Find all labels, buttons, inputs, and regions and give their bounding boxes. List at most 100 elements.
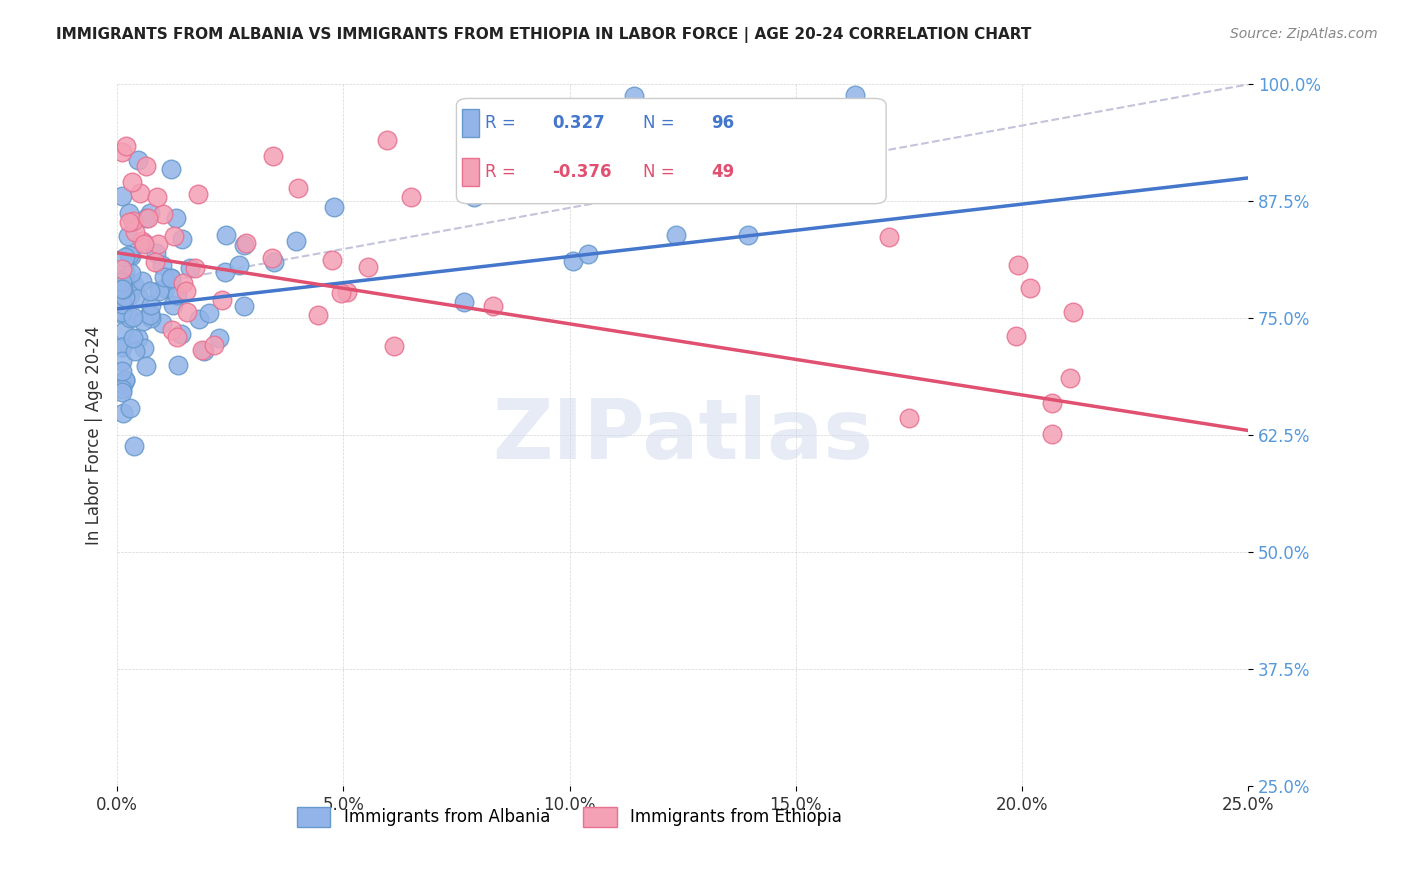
Immigrants from Albania	[166, 288, 188, 302]
Immigrants from Albania	[139, 306, 162, 320]
Immigrants from Albania	[111, 296, 134, 310]
Immigrants from Albania	[208, 331, 231, 345]
Immigrants from Albania	[122, 330, 145, 344]
Immigrants from Albania	[233, 299, 256, 313]
Immigrants from Ethiopia	[336, 285, 359, 300]
Immigrants from Ethiopia	[174, 284, 197, 298]
Immigrants from Albania	[576, 247, 599, 261]
Text: R =: R =	[485, 114, 520, 132]
Immigrants from Albania	[111, 376, 134, 391]
Y-axis label: In Labor Force | Age 20-24: In Labor Force | Age 20-24	[86, 326, 103, 545]
Immigrants from Albania	[165, 211, 187, 225]
Text: -0.376: -0.376	[553, 163, 612, 181]
Immigrants from Albania	[623, 89, 645, 103]
Immigrants from Albania	[122, 310, 145, 325]
Immigrants from Albania	[139, 298, 162, 312]
Text: ZIPatlas: ZIPatlas	[492, 394, 873, 475]
Immigrants from Albania	[187, 311, 209, 326]
Immigrants from Albania	[114, 324, 136, 338]
Immigrants from Ethiopia	[187, 186, 209, 201]
Immigrants from Ethiopia	[877, 230, 900, 244]
Text: 0.327: 0.327	[553, 114, 606, 132]
Immigrants from Albania	[135, 211, 157, 226]
Immigrants from Albania	[122, 277, 145, 292]
Immigrants from Albania	[118, 277, 141, 291]
Immigrants from Ethiopia	[114, 139, 136, 153]
Immigrants from Albania	[170, 327, 193, 342]
Immigrants from Ethiopia	[124, 225, 146, 239]
Immigrants from Albania	[138, 309, 160, 323]
Immigrants from Ethiopia	[262, 149, 284, 163]
Immigrants from Ethiopia	[111, 262, 134, 277]
Immigrants from Albania	[114, 373, 136, 387]
Immigrants from Albania	[765, 182, 787, 196]
Immigrants from Albania	[737, 228, 759, 243]
Immigrants from Albania	[827, 140, 849, 154]
Immigrants from Ethiopia	[235, 235, 257, 250]
Immigrants from Ethiopia	[262, 251, 284, 265]
Immigrants from Albania	[675, 142, 697, 156]
Text: 49: 49	[711, 163, 734, 181]
Immigrants from Albania	[111, 296, 134, 310]
Immigrants from Ethiopia	[121, 175, 143, 189]
Immigrants from Ethiopia	[146, 190, 169, 204]
Immigrants from Ethiopia	[211, 293, 233, 308]
Immigrants from Ethiopia	[129, 186, 152, 200]
Immigrants from Albania	[111, 364, 134, 378]
Immigrants from Albania	[114, 265, 136, 279]
Immigrants from Albania	[193, 344, 215, 359]
Immigrants from Ethiopia	[131, 234, 153, 248]
Text: Source: ZipAtlas.com: Source: ZipAtlas.com	[1230, 27, 1378, 41]
Immigrants from Albania	[139, 206, 162, 220]
Immigrants from Albania	[111, 382, 134, 396]
Immigrants from Albania	[160, 162, 183, 177]
Immigrants from Albania	[114, 276, 136, 290]
Immigrants from Albania	[467, 121, 489, 136]
Immigrants from Albania	[453, 295, 475, 310]
Immigrants from Albania	[214, 265, 236, 279]
Immigrants from Albania	[118, 311, 141, 326]
Immigrants from Albania	[111, 340, 134, 354]
Immigrants from Albania	[114, 250, 136, 264]
Immigrants from Albania	[122, 439, 145, 453]
Immigrants from Ethiopia	[118, 215, 141, 229]
Immigrants from Albania	[463, 190, 485, 204]
Immigrants from Ethiopia	[122, 213, 145, 227]
Immigrants from Albania	[228, 258, 250, 272]
Immigrants from Albania	[120, 266, 142, 280]
Immigrants from Ethiopia	[1059, 370, 1081, 384]
Immigrants from Albania	[167, 358, 190, 372]
Immigrants from Ethiopia	[307, 308, 329, 322]
Immigrants from Albania	[162, 298, 184, 312]
Immigrants from Ethiopia	[287, 181, 309, 195]
Immigrants from Albania	[112, 271, 135, 285]
Immigrants from Albania	[120, 401, 142, 415]
Immigrants from Albania	[127, 331, 149, 345]
Immigrants from Albania	[153, 269, 176, 284]
Text: 96: 96	[711, 114, 734, 132]
Immigrants from Albania	[153, 281, 176, 295]
Immigrants from Ethiopia	[1019, 281, 1042, 295]
Immigrants from Ethiopia	[132, 237, 155, 252]
Immigrants from Albania	[112, 406, 135, 420]
Immigrants from Albania	[665, 227, 688, 242]
Immigrants from Albania	[179, 261, 201, 276]
Immigrants from Ethiopia	[1007, 258, 1029, 272]
Immigrants from Ethiopia	[152, 207, 174, 221]
Immigrants from Albania	[114, 373, 136, 387]
Immigrants from Ethiopia	[1040, 426, 1063, 441]
Immigrants from Albania	[263, 255, 285, 269]
Immigrants from Ethiopia	[898, 410, 921, 425]
Immigrants from Albania	[170, 232, 193, 246]
Legend: Immigrants from Albania, Immigrants from Ethiopia: Immigrants from Albania, Immigrants from…	[291, 800, 849, 833]
Immigrants from Albania	[111, 384, 134, 399]
Immigrants from Ethiopia	[146, 236, 169, 251]
Immigrants from Ethiopia	[162, 323, 184, 337]
Text: N =: N =	[643, 163, 675, 181]
Immigrants from Albania	[111, 307, 134, 321]
Immigrants from Ethiopia	[190, 343, 212, 357]
Immigrants from Albania	[159, 271, 181, 285]
Immigrants from Ethiopia	[481, 299, 503, 313]
Immigrants from Albania	[111, 282, 134, 296]
Immigrants from Ethiopia	[357, 260, 380, 274]
